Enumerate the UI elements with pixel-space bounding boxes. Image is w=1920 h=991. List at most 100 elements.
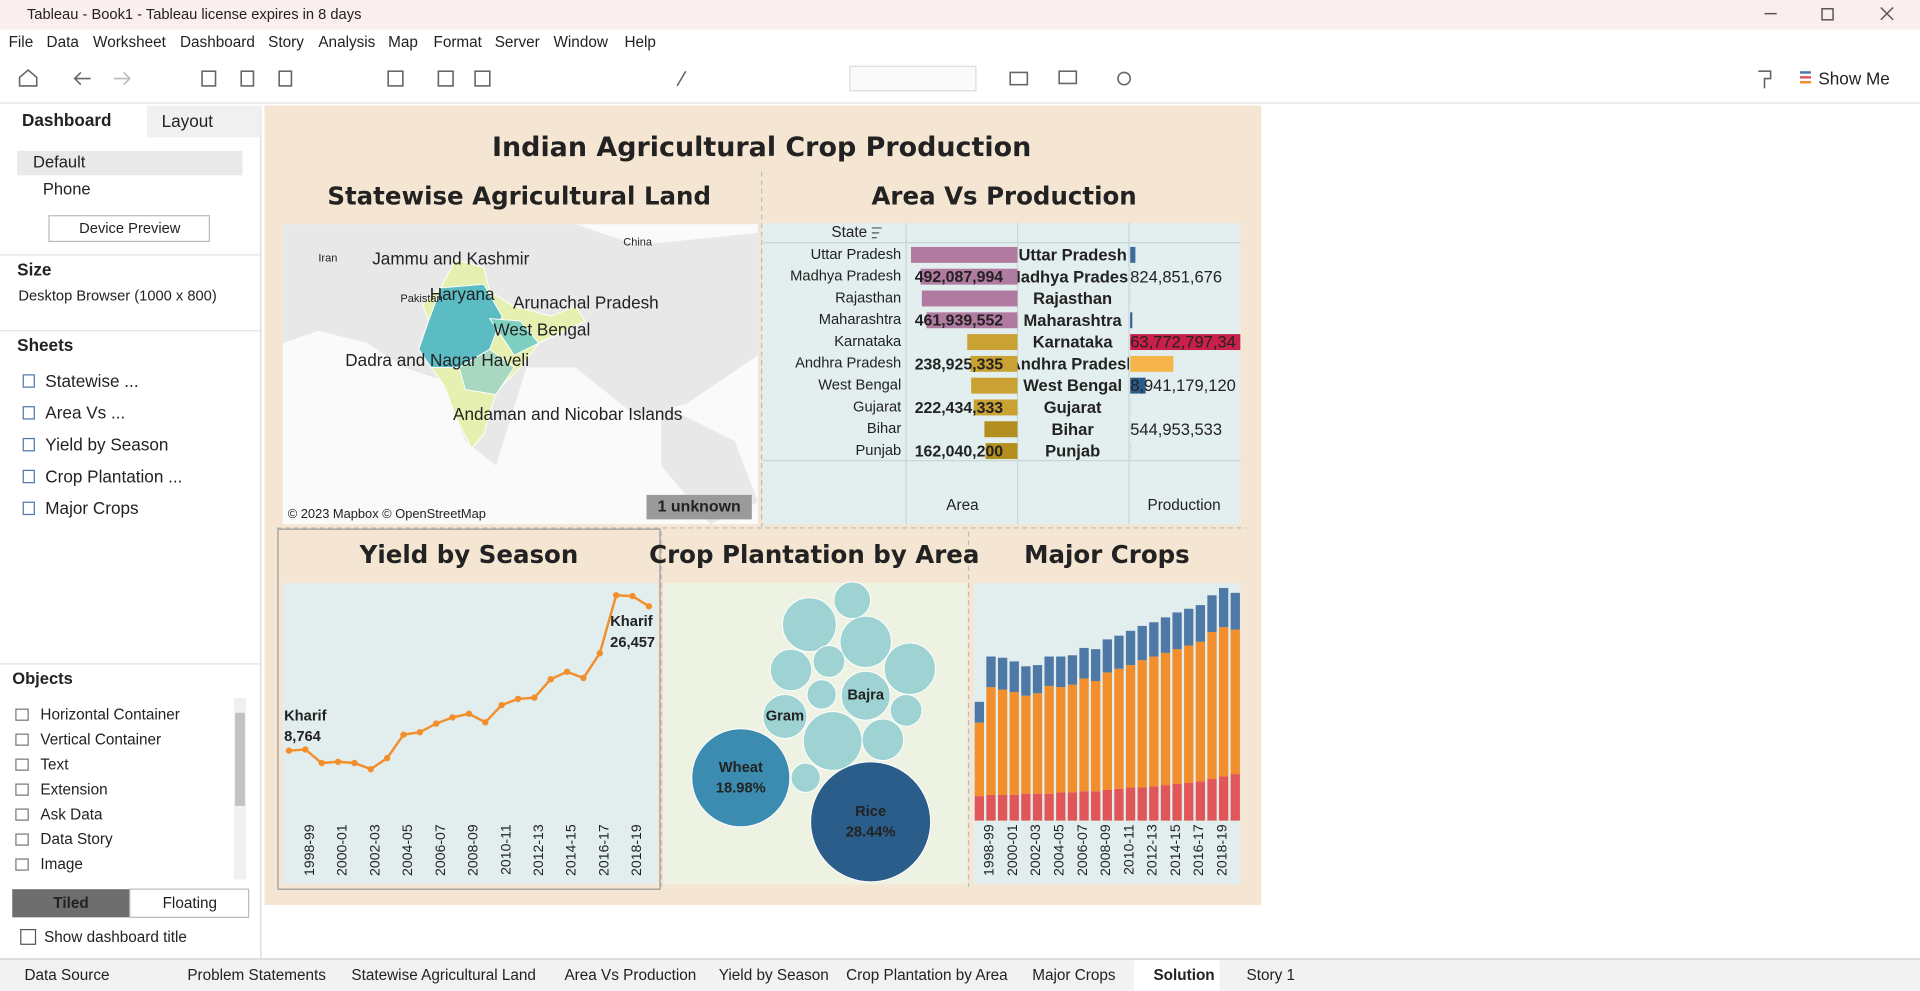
area-bar[interactable] [967, 334, 1018, 351]
button-label[interactable]: Device Preview [79, 221, 181, 237]
stack-segment[interactable] [1091, 791, 1101, 821]
unknown-badge[interactable] [646, 494, 752, 520]
production-bar[interactable] [1130, 399, 1132, 416]
yield-point[interactable] [612, 592, 620, 599]
production-bar[interactable] [1130, 421, 1132, 438]
stack-segment[interactable] [1044, 685, 1054, 794]
yield-point[interactable] [531, 694, 538, 701]
bubble[interactable] [802, 711, 863, 771]
yield-point[interactable] [367, 765, 374, 773]
yield-point[interactable] [482, 719, 489, 726]
stack-segment[interactable] [1091, 681, 1101, 792]
stack-segment[interactable] [1230, 629, 1240, 775]
yield-point[interactable] [400, 731, 407, 738]
stack-segment[interactable] [1056, 792, 1066, 821]
bubble[interactable] [806, 679, 837, 710]
sheet-item[interactable]: Crop Plantation ... [45, 466, 182, 486]
yield-point[interactable] [596, 650, 603, 657]
stack-segment[interactable] [1009, 794, 1019, 821]
stack-segment[interactable] [1184, 645, 1194, 783]
production-bar[interactable] [1130, 268, 1132, 285]
stack-segment[interactable] [1021, 666, 1031, 696]
show-me[interactable]: Show Me [1818, 68, 1889, 88]
stack-segment[interactable] [1056, 656, 1066, 688]
area-bar[interactable] [921, 290, 1018, 307]
menu-item[interactable]: File [9, 34, 34, 51]
stack-segment[interactable] [1114, 788, 1124, 821]
stack-segment[interactable] [1184, 782, 1194, 821]
area-bar[interactable] [985, 443, 1018, 460]
bubble[interactable] [883, 642, 936, 695]
menu-item[interactable]: Server [495, 34, 540, 51]
stack-segment[interactable] [1067, 684, 1078, 793]
bubble[interactable] [762, 693, 808, 740]
area-bar[interactable] [926, 312, 1018, 329]
stack-segment[interactable] [997, 689, 1008, 795]
area-bar[interactable] [984, 421, 1018, 438]
stack-segment[interactable] [1102, 789, 1112, 821]
stack-segment[interactable] [1149, 656, 1159, 787]
size-select[interactable]: Desktop Browser (1000 x 800) [18, 288, 216, 304]
device-preview-button[interactable] [48, 215, 210, 243]
menu-item[interactable]: Worksheet [93, 34, 167, 51]
stack-segment[interactable] [1125, 630, 1136, 666]
sheet-tab[interactable]: Yield by Season [719, 967, 829, 984]
production-bar[interactable] [1130, 355, 1174, 372]
object-item[interactable]: Extension [40, 781, 107, 798]
yield-point[interactable] [416, 729, 424, 736]
sheet-tab[interactable]: Data Source [24, 967, 109, 984]
yield-point[interactable] [498, 701, 505, 709]
stack-segment[interactable] [1218, 776, 1229, 821]
tiled-button[interactable] [12, 889, 130, 918]
stack-segment[interactable] [1149, 622, 1159, 657]
yield-point[interactable] [547, 676, 554, 683]
bubble[interactable] [889, 693, 923, 727]
object-item[interactable]: Ask Data [40, 806, 103, 823]
menu-item[interactable]: Story [268, 34, 304, 51]
stack-segment[interactable] [1160, 617, 1171, 653]
stack-segment[interactable] [1184, 608, 1194, 646]
yield-point[interactable] [629, 592, 636, 600]
stack-segment[interactable] [1218, 627, 1229, 777]
stack-segment[interactable] [997, 794, 1008, 821]
menu-item[interactable]: Window [553, 34, 608, 51]
stack-segment[interactable] [1137, 660, 1147, 788]
bubble[interactable] [790, 762, 821, 793]
stack-segment[interactable] [997, 657, 1008, 690]
stack-segment[interactable] [1207, 778, 1217, 821]
menu-item[interactable]: Analysis [318, 34, 375, 51]
floating-button[interactable] [129, 888, 250, 918]
sheet-item[interactable]: Statewise ... [45, 371, 138, 391]
object-item[interactable]: Data Story [40, 831, 113, 848]
menu-item[interactable]: Map [388, 34, 418, 51]
stack-segment[interactable] [1207, 595, 1217, 633]
stack-segment[interactable] [1032, 793, 1043, 821]
object-item[interactable]: Horizontal Container [40, 706, 179, 723]
production-bar[interactable] [1130, 312, 1133, 329]
yield-point[interactable] [514, 695, 522, 703]
stack-segment[interactable] [986, 687, 996, 795]
stack-segment[interactable] [1044, 656, 1054, 686]
checkbox-label[interactable]: Show dashboard title [44, 929, 187, 946]
production-bar[interactable] [1130, 334, 1241, 351]
stack-segment[interactable] [1044, 793, 1054, 821]
panel-tab[interactable]: Layout [162, 111, 214, 131]
area-bar[interactable] [920, 268, 1018, 285]
bubble[interactable] [840, 670, 891, 721]
stack-segment[interactable] [1207, 632, 1217, 779]
stack-segment[interactable] [1218, 587, 1229, 628]
stack-segment[interactable] [1195, 605, 1206, 642]
yield-point[interactable] [563, 668, 571, 675]
area-bar[interactable] [973, 399, 1018, 416]
panel-tab[interactable]: Dashboard [22, 110, 111, 130]
bubble[interactable] [781, 597, 837, 653]
sheet-item[interactable]: Area Vs ... [45, 403, 125, 423]
bubble[interactable] [691, 728, 791, 828]
sort-icon[interactable] [871, 227, 882, 239]
sheet-tab[interactable]: Area Vs Production [564, 967, 696, 984]
stack-segment[interactable] [1079, 791, 1089, 821]
yield-point[interactable] [302, 746, 309, 753]
yield-point[interactable] [433, 720, 440, 727]
stack-segment[interactable] [1195, 781, 1206, 821]
stack-segment[interactable] [1114, 668, 1124, 789]
